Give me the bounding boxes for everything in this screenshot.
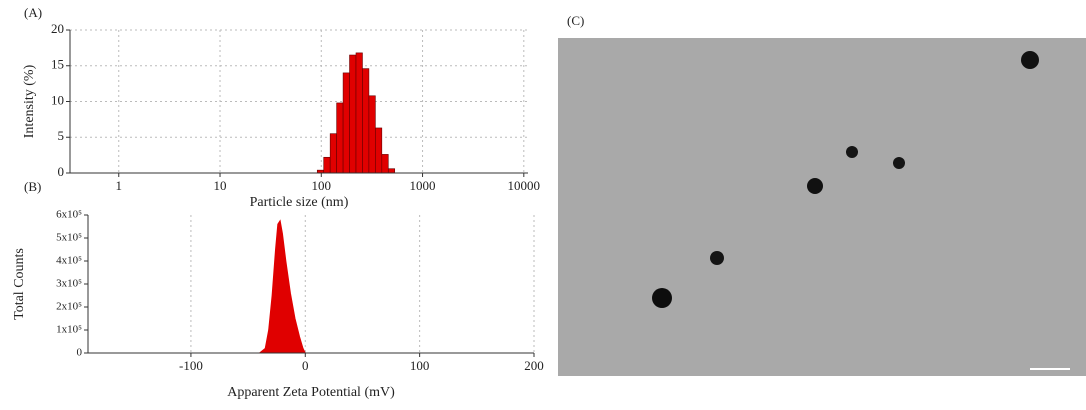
particle: [807, 178, 823, 194]
x-tick-label: 10000: [508, 178, 541, 193]
panel-label: (A): [24, 5, 42, 20]
y-tick-label: 4x10⁵: [56, 255, 82, 267]
x-tick-label: -100: [179, 358, 203, 373]
bar: [336, 102, 344, 174]
y-tick-label: 2x10⁵: [56, 301, 82, 313]
x-axis-label: Apparent Zeta Potential (mV): [227, 385, 395, 400]
bar: [368, 95, 376, 174]
y-tick-label: 1x10⁵: [56, 324, 82, 336]
x-axis-label: Particle size (nm): [250, 195, 349, 210]
particle: [893, 157, 905, 169]
y-axis-label: Total Counts: [12, 248, 27, 320]
y-axis-label: Intensity (%): [22, 64, 37, 138]
y-tick-label: 6x10⁵: [56, 209, 82, 221]
area: [258, 219, 307, 354]
bar: [323, 156, 331, 174]
y-tick-label: 5: [58, 128, 65, 143]
y-tick-label: 20: [51, 21, 64, 36]
particle: [710, 251, 724, 265]
particle: [846, 146, 858, 158]
y-tick-label: 5x10⁵: [56, 232, 82, 244]
bar: [362, 68, 370, 174]
y-tick-label: 15: [51, 57, 64, 72]
bar: [387, 168, 396, 174]
x-tick-label: 10: [214, 178, 227, 193]
bar: [381, 154, 389, 174]
x-tick-label: 100: [312, 178, 332, 193]
tem-image: (C): [558, 13, 1086, 376]
y-tick-label: 0: [58, 164, 65, 179]
bar: [349, 54, 357, 174]
y-tick-label: 3x10⁵: [56, 278, 82, 290]
tem-background: [558, 38, 1086, 376]
bar: [355, 52, 363, 174]
y-tick-label: 10: [51, 92, 64, 107]
x-tick-label: 1000: [410, 178, 436, 193]
particle: [1021, 51, 1039, 69]
panel-label: (B): [24, 179, 41, 194]
panel-label: (C): [567, 13, 584, 28]
bar: [375, 127, 383, 174]
x-tick-label: 1: [116, 178, 123, 193]
scale-bar: [1030, 368, 1070, 370]
bar: [329, 133, 337, 174]
particle: [652, 288, 672, 308]
x-tick-label: 100: [410, 358, 430, 373]
y-tick-label: 0: [77, 347, 83, 359]
x-tick-label: 200: [524, 358, 544, 373]
bar: [342, 72, 350, 174]
x-tick-label: 0: [302, 358, 309, 373]
